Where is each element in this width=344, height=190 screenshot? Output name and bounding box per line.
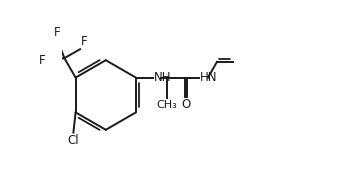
Text: O: O	[181, 98, 191, 112]
Text: Cl: Cl	[67, 134, 79, 147]
Text: F: F	[81, 35, 88, 48]
Text: F: F	[39, 54, 46, 67]
Text: F: F	[54, 26, 61, 39]
Text: NH: NH	[154, 71, 171, 84]
Text: HN: HN	[200, 71, 218, 84]
Text: CH₃: CH₃	[157, 100, 177, 110]
